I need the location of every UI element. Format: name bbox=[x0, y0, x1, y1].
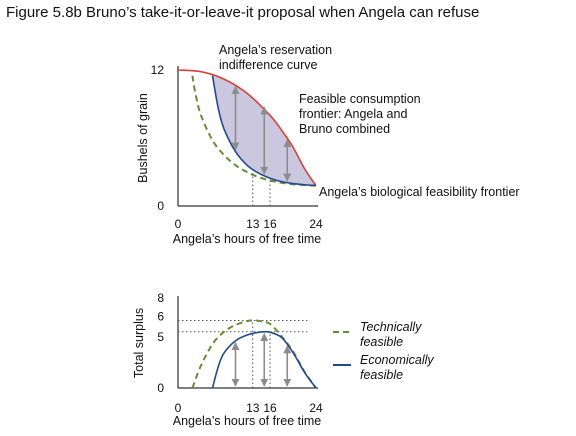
top-x-tick-label: 13 bbox=[246, 217, 260, 231]
bottom-y-tick-label: 8 bbox=[157, 291, 164, 305]
bottom-y-tick-label: 5 bbox=[157, 330, 164, 344]
legend-label: feasible bbox=[360, 335, 403, 349]
top-x-tick-label: 0 bbox=[175, 217, 182, 231]
bottom-x-tick-label: 24 bbox=[309, 401, 323, 415]
annotation-feasible-frontier: Bruno combined bbox=[299, 122, 390, 136]
figure-title: Figure 5.8b Bruno’s take-it-or-leave-it … bbox=[6, 4, 480, 21]
legend-label: Technically bbox=[360, 320, 422, 334]
top-x-tick-label: 16 bbox=[263, 217, 277, 231]
annotation-biological-frontier: Angela’s biological feasibility frontier bbox=[319, 185, 520, 199]
series-line-economically-feasible bbox=[211, 330, 317, 389]
series-line-reservation-curve bbox=[211, 75, 317, 187]
bottom-x-tick-label: 13 bbox=[246, 401, 260, 415]
top-y-tick-label: 0 bbox=[157, 199, 164, 213]
bottom-x-axis-label: Angela’s hours of free time bbox=[173, 414, 322, 428]
top-x-axis-label: Angela’s hours of free time bbox=[173, 232, 322, 246]
legend-label: Economically bbox=[360, 353, 434, 367]
legend-label: feasible bbox=[360, 368, 403, 382]
top-y-tick-label: 12 bbox=[151, 63, 165, 77]
annotation-feasible-frontier: Feasible consumption bbox=[299, 92, 421, 106]
annotation-reservation-curve: indifference curve bbox=[219, 58, 317, 72]
bottom-x-tick-label: 16 bbox=[263, 401, 277, 415]
top-y-axis-label: Bushels of grain bbox=[136, 93, 150, 183]
bottom-y-axis-label: Total surplus bbox=[132, 308, 146, 378]
top-x-tick-label: 24 bbox=[309, 217, 323, 231]
series-line-technically-feasible bbox=[191, 319, 317, 389]
annotation-feasible-frontier: frontier: Angela and bbox=[299, 107, 407, 121]
bottom-y-tick-label: 6 bbox=[157, 310, 164, 324]
series-line-feasible-frontier bbox=[177, 69, 317, 187]
annotation-reservation-curve: Angela’s reservation bbox=[219, 43, 332, 57]
bottom-y-tick-label: 0 bbox=[157, 381, 164, 395]
bottom-x-tick-label: 0 bbox=[175, 401, 182, 415]
